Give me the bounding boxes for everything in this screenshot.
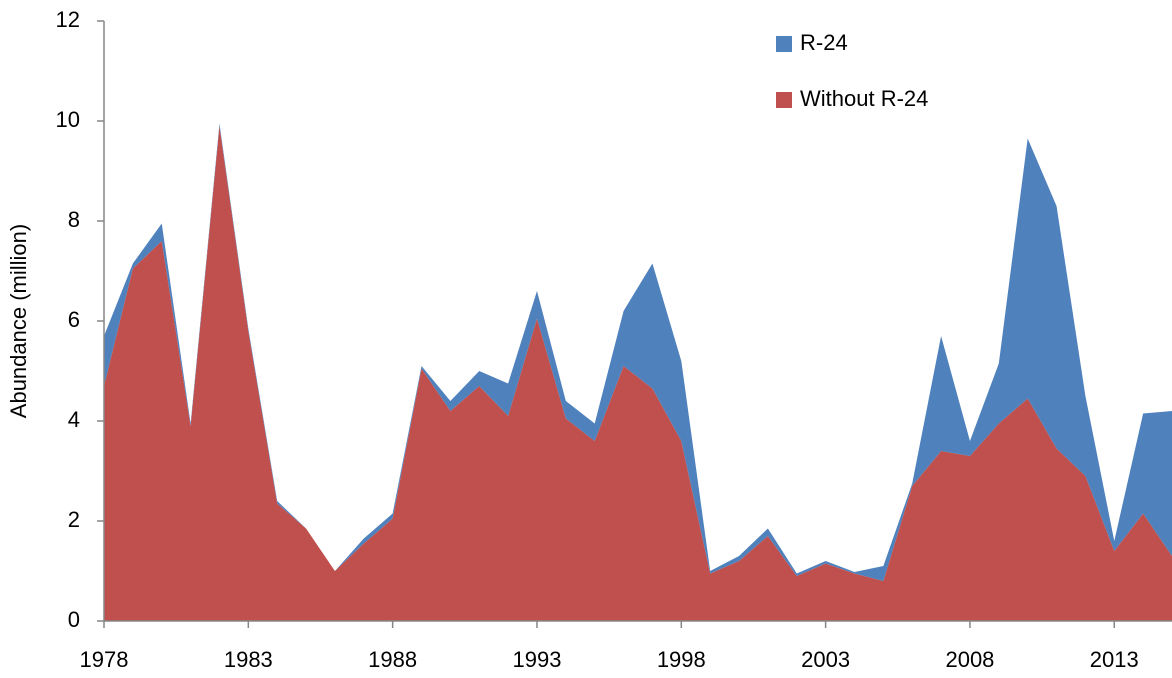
area [104, 123, 1172, 581]
legend-label: Without R-24 [800, 86, 928, 111]
legend-label: R-24 [800, 30, 848, 55]
x-tick-label: 2013 [1090, 647, 1139, 672]
x-tick-label: 2003 [801, 647, 850, 672]
area [104, 126, 1172, 621]
legend-swatch [776, 92, 792, 108]
x-tick-label: 1978 [80, 647, 129, 672]
y-tick-label: 10 [56, 107, 80, 132]
x-tick-label: 1998 [657, 647, 706, 672]
x-tick-label: 2008 [945, 647, 994, 672]
legend-swatch [776, 36, 792, 52]
y-tick-label: 2 [68, 507, 80, 532]
y-axis-label: Abundance (million) [6, 224, 31, 418]
y-tick-label: 0 [68, 607, 80, 632]
y-tick-label: 12 [56, 7, 80, 32]
y-tick-label: 8 [68, 207, 80, 232]
y-tick-label: 6 [68, 307, 80, 332]
x-tick-label: 1993 [512, 647, 561, 672]
x-tick-label: 1988 [368, 647, 417, 672]
x-tick-label: 1983 [224, 647, 273, 672]
y-tick-label: 4 [68, 407, 80, 432]
